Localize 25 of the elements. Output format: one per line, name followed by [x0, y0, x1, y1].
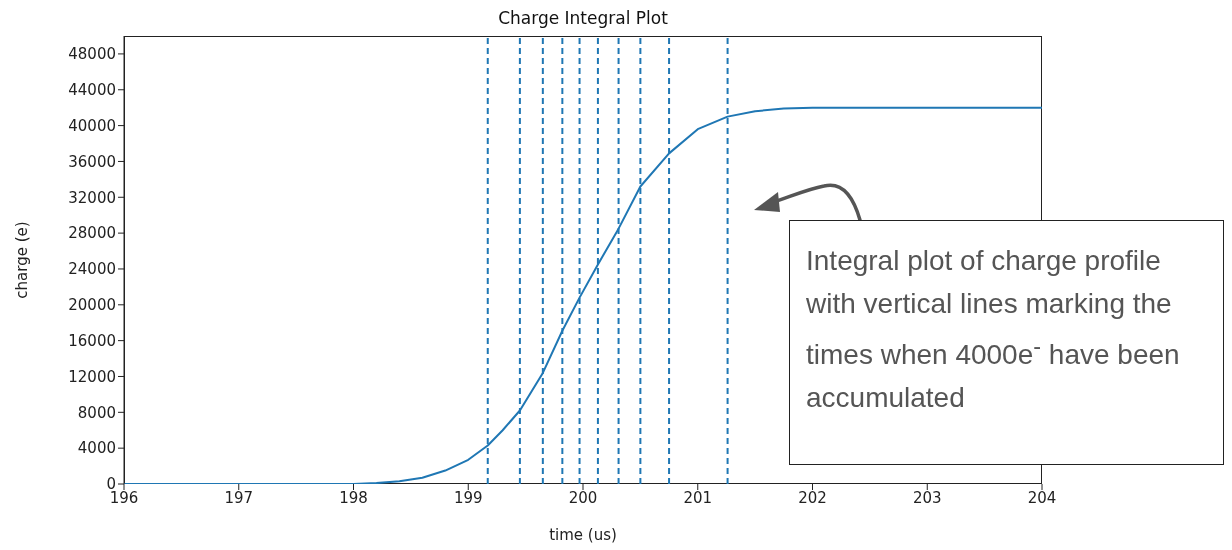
y-tick-label: 16000	[68, 331, 116, 350]
y-tick-label: 28000	[68, 224, 116, 243]
x-tick-label: 204	[1027, 488, 1057, 507]
x-tick-label: 197	[224, 488, 254, 507]
y-tick-label: 8000	[77, 403, 116, 422]
y-tick-label: 24000	[68, 260, 116, 279]
x-tick-label: 202	[798, 488, 827, 507]
y-tick-label: 44000	[68, 81, 116, 100]
y-tick-label: 32000	[68, 188, 116, 207]
x-tick-label: 200	[568, 488, 598, 507]
x-tick-label: 196	[109, 488, 139, 507]
x-tick-label: 201	[683, 488, 713, 507]
x-axis-title: time (us)	[549, 526, 617, 544]
x-tick-label: 198	[339, 488, 368, 507]
y-axis-title: charge (e)	[13, 221, 32, 299]
x-tick-label: 203	[912, 488, 942, 507]
x-tick-label: 199	[453, 488, 483, 507]
chart-title: Charge Integral Plot	[497, 8, 669, 28]
y-tick-label: 40000	[68, 116, 116, 135]
y-tick-label: 48000	[68, 45, 116, 64]
y-tick-label: 36000	[68, 152, 116, 171]
y-tick-label: 12000	[68, 367, 116, 386]
y-tick-label: 20000	[68, 296, 116, 315]
y-tick-label: 4000	[77, 439, 116, 458]
text-box: Integral plot of charge profile with vertical lines marking the times when 4000e$^{-}$ have been accumulated	[789, 220, 1224, 465]
